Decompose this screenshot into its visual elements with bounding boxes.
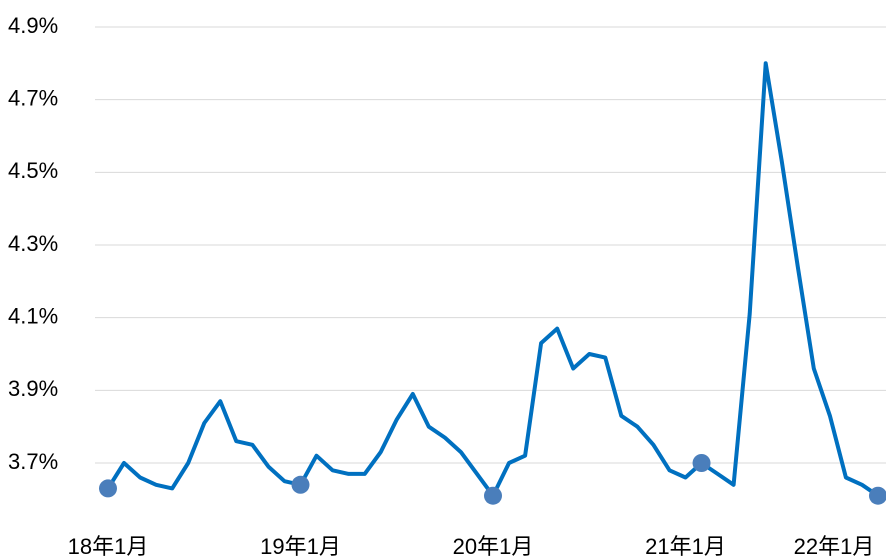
x-tick-label: 20年1月 (453, 534, 534, 559)
x-tick-label: 19年1月 (260, 534, 341, 559)
line (106, 61, 880, 498)
y-tick-label: 3.7% (8, 449, 58, 474)
x-tick-label: 18年1月 (68, 534, 149, 559)
y-tick-label: 4.9% (8, 13, 58, 38)
point-marker (291, 475, 310, 494)
point-marker (99, 479, 117, 498)
y-tick-label: 4.3% (8, 231, 58, 256)
x-tick-label: 22年1月 (794, 534, 875, 559)
point-marker (692, 454, 711, 472)
y-tick-label: 4.5% (8, 158, 58, 183)
y-tick-label: 4.1% (8, 303, 58, 328)
y-tick-label: 4.7% (8, 85, 58, 110)
x-tick-label: 21年1月 (645, 534, 726, 559)
point-marker (869, 486, 886, 505)
point-marker (484, 486, 502, 505)
y-tick-label: 3.9% (8, 376, 58, 401)
